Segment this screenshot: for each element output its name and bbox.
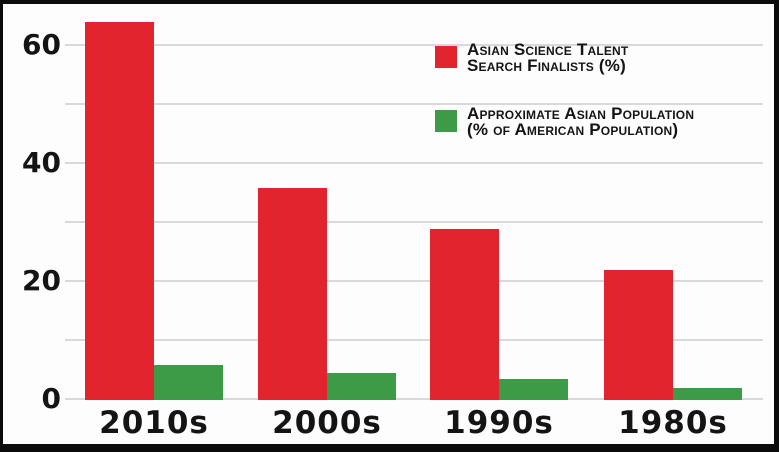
bar-finalists-1980s: [604, 270, 673, 400]
bar-finalists-2000s: [258, 187, 327, 400]
chart-legend: Asian Science Talent Search Finalists (%…: [435, 40, 695, 139]
legend-label-finalists: Asian Science Talent Search Finalists (%…: [467, 40, 629, 75]
legend-label-finalists-line2: Search Finalists (%): [467, 55, 626, 75]
gridline-40: [65, 162, 763, 164]
y-axis-tick-60: 60: [22, 28, 61, 61]
x-axis-label-1990s: 1990s: [444, 405, 554, 441]
bar-finalists-1990s: [430, 228, 499, 400]
y-axis-tick-20: 20: [22, 264, 61, 297]
gridline-60: [65, 44, 763, 46]
gridline-0: [65, 398, 763, 400]
bar-population-1980s: [673, 388, 742, 400]
legend-item-population: Approximate Asian Population (% of Ameri…: [435, 104, 695, 139]
gridline-30: [65, 221, 763, 223]
legend-label-finalists-line1: Asian Science Talent: [467, 40, 629, 59]
y-axis-tick-0: 0: [41, 382, 61, 415]
gridline-20: [65, 280, 763, 282]
legend-swatch-red: [435, 46, 457, 68]
legend-label-population-line1: Approximate Asian Population: [467, 104, 695, 123]
bar-finalists-2010s: [85, 22, 154, 400]
legend-label-population-line2: (% of American Population): [467, 119, 679, 139]
y-axis-tick-40: 40: [22, 146, 61, 179]
gridline-10: [65, 339, 763, 341]
x-axis-label-2000s: 2000s: [272, 405, 382, 441]
bar-population-1990s: [499, 379, 568, 400]
legend-label-population: Approximate Asian Population (% of Ameri…: [467, 104, 695, 139]
legend-swatch-green: [435, 110, 457, 132]
x-axis-label-2010s: 2010s: [99, 405, 209, 441]
gridline-50: [65, 103, 763, 105]
x-axis-label-1980s: 1980s: [618, 405, 728, 441]
legend-item-finalists: Asian Science Talent Search Finalists (%…: [435, 40, 694, 75]
bar-population-2010s: [154, 364, 223, 400]
bar-population-2000s: [327, 373, 396, 400]
